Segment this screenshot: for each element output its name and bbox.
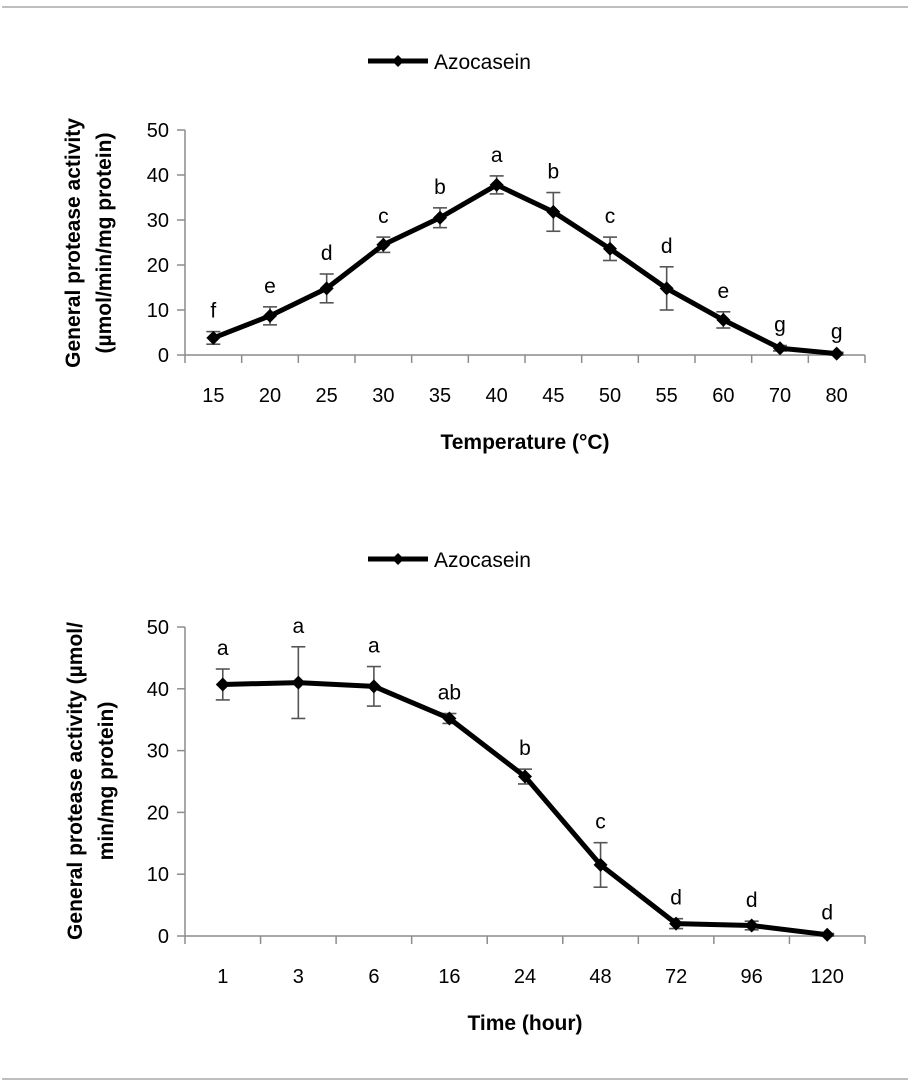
legend-marker xyxy=(392,55,404,67)
chart-1: Azocasein 0 10 20 30 40 50 15 20 25 30 35 40 45 50 55 60… xyxy=(62,51,866,454)
significance-label: a xyxy=(292,615,304,638)
significance-label: c xyxy=(595,811,606,834)
x-tick-label: 1 xyxy=(217,966,228,988)
x-tick-label: 120 xyxy=(811,966,844,988)
data-point xyxy=(593,857,608,872)
data-point xyxy=(829,346,844,361)
data-point xyxy=(546,204,561,219)
y-tick-label: 10 xyxy=(147,864,169,886)
x-tick-label: 6 xyxy=(368,966,379,988)
legend-label: Azocasein xyxy=(434,549,531,572)
x-tick-label: 55 xyxy=(656,385,678,407)
x-tick-label: 96 xyxy=(741,966,763,988)
y-axis-title: General protease activity xyxy=(62,118,85,368)
significance-label: g xyxy=(774,314,786,337)
y-tick-label: 40 xyxy=(147,679,169,701)
data-point xyxy=(366,679,381,694)
x-tick-label: 80 xyxy=(826,385,848,407)
data-point xyxy=(773,341,787,356)
legend: Azocasein xyxy=(368,51,531,74)
data-point xyxy=(744,918,759,933)
series-line xyxy=(220,680,830,938)
y-axis-title: min/mg protein) xyxy=(95,702,118,861)
data-point xyxy=(669,916,684,931)
x-tick-label: 25 xyxy=(316,385,338,407)
significance-label: b xyxy=(547,161,559,184)
y-tick-label: 50 xyxy=(147,617,169,639)
legend: Azocasein xyxy=(368,549,531,572)
significance-label: e xyxy=(717,280,729,303)
significance-label: d xyxy=(321,242,333,265)
data-point xyxy=(518,769,532,784)
data-point xyxy=(433,210,447,225)
x-tick-label: 35 xyxy=(429,385,451,407)
significance-label: d xyxy=(746,889,758,912)
x-tick-label: 20 xyxy=(259,385,281,407)
significance-label: ab xyxy=(438,682,461,705)
y-tick-label: 20 xyxy=(147,255,169,277)
data-point xyxy=(291,675,306,690)
significance-label: d xyxy=(821,902,833,925)
y-tick-label: 10 xyxy=(147,300,169,322)
y-tick-label: 30 xyxy=(147,210,169,232)
data-point xyxy=(263,308,277,323)
x-tick-label: 15 xyxy=(202,385,224,407)
data-point xyxy=(442,711,457,726)
significance-label: a xyxy=(217,637,229,660)
y-tick-label: 0 xyxy=(158,345,169,367)
x-tick-label: 24 xyxy=(514,966,536,988)
significance-label: b xyxy=(519,737,531,760)
data-point xyxy=(215,677,230,692)
y-tick-label: 40 xyxy=(147,165,169,187)
x-axis-title: Time (hour) xyxy=(467,1012,582,1035)
y-tick-label: 50 xyxy=(147,120,169,142)
significance-label: c xyxy=(605,205,616,228)
x-tick-label: 40 xyxy=(486,385,508,407)
significance-label: e xyxy=(264,275,276,298)
significance-label: d xyxy=(661,235,673,258)
significance-label: a xyxy=(368,635,380,658)
x-tick-label: 60 xyxy=(712,385,734,407)
x-tick-label: 3 xyxy=(293,966,304,988)
y-tick-label: 30 xyxy=(147,741,169,763)
data-point xyxy=(319,281,334,296)
y-axis-title: General protease activity (µmol/ xyxy=(64,622,87,940)
legend-marker xyxy=(392,553,404,565)
y-axis-title: (µmol/min/mg protein) xyxy=(93,133,116,354)
x-tick-label: 70 xyxy=(769,385,791,407)
bottom-rule xyxy=(2,1078,908,1080)
x-tick-label: 48 xyxy=(589,966,611,988)
significance-label: c xyxy=(378,205,389,228)
x-axis-title: Temperature (°C) xyxy=(440,431,609,454)
data-point xyxy=(489,177,504,192)
significance-label: g xyxy=(831,320,843,343)
top-rule xyxy=(2,6,908,8)
data-point xyxy=(376,237,391,252)
y-tick-label: 0 xyxy=(158,926,169,948)
x-tick-label: 16 xyxy=(438,966,460,988)
significance-label: b xyxy=(434,176,446,199)
data-point xyxy=(820,927,835,942)
x-tick-label: 72 xyxy=(665,966,687,988)
data-point xyxy=(659,281,674,296)
legend-label: Azocasein xyxy=(434,51,531,74)
x-tick-label: 30 xyxy=(372,385,394,407)
data-point xyxy=(603,241,617,256)
significance-label: d xyxy=(670,887,682,910)
significance-label: f xyxy=(210,300,216,323)
x-tick-label: 50 xyxy=(599,385,621,407)
data-point xyxy=(716,312,731,327)
significance-label: a xyxy=(491,144,503,167)
x-tick-label: 45 xyxy=(542,385,564,407)
y-tick-label: 20 xyxy=(147,802,169,824)
data-point xyxy=(206,330,221,345)
chart-2: Azocasein 0 10 20 30 40 50 1 3 6 16 24 48 72 96 120 Time… xyxy=(64,549,866,1035)
series-line xyxy=(210,182,840,357)
